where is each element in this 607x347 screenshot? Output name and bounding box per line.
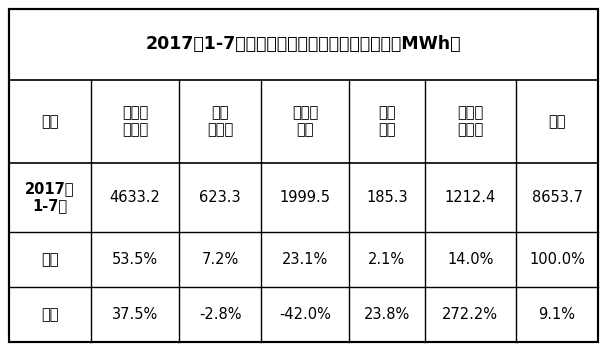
Text: 纯电动
客车: 纯电动 客车 [292, 105, 318, 137]
Text: 纯电动
专用车: 纯电动 专用车 [457, 105, 483, 137]
Text: 2017年1-7月汽车行业电池装机量情况（单位：MWh）: 2017年1-7月汽车行业电池装机量情况（单位：MWh） [146, 35, 461, 53]
Text: 2017年
1-7月: 2017年 1-7月 [25, 181, 75, 214]
Text: 混动
乘用车: 混动 乘用车 [207, 105, 233, 137]
Text: 9.1%: 9.1% [538, 307, 575, 322]
Text: 23.1%: 23.1% [282, 252, 328, 267]
Text: 2.1%: 2.1% [368, 252, 405, 267]
Text: 1212.4: 1212.4 [445, 190, 496, 205]
Text: 7.2%: 7.2% [202, 252, 239, 267]
Text: 623.3: 623.3 [199, 190, 241, 205]
Text: -42.0%: -42.0% [279, 307, 331, 322]
Text: 1999.5: 1999.5 [280, 190, 331, 205]
Text: 8653.7: 8653.7 [532, 190, 583, 205]
Text: 合计: 合计 [548, 114, 566, 129]
Text: 100.0%: 100.0% [529, 252, 585, 267]
Text: 4633.2: 4633.2 [110, 190, 160, 205]
Text: -2.8%: -2.8% [199, 307, 242, 322]
Text: 272.2%: 272.2% [443, 307, 498, 322]
Text: 14.0%: 14.0% [447, 252, 493, 267]
Text: 53.5%: 53.5% [112, 252, 158, 267]
Text: 185.3: 185.3 [366, 190, 408, 205]
Text: 23.8%: 23.8% [364, 307, 410, 322]
Text: 同比: 同比 [41, 307, 59, 322]
Text: 结构: 结构 [41, 252, 59, 267]
Text: 混动
客车: 混动 客车 [378, 105, 396, 137]
Text: 37.5%: 37.5% [112, 307, 158, 322]
Text: 项目: 项目 [41, 114, 59, 129]
Text: 纯电动
乘用车: 纯电动 乘用车 [122, 105, 148, 137]
